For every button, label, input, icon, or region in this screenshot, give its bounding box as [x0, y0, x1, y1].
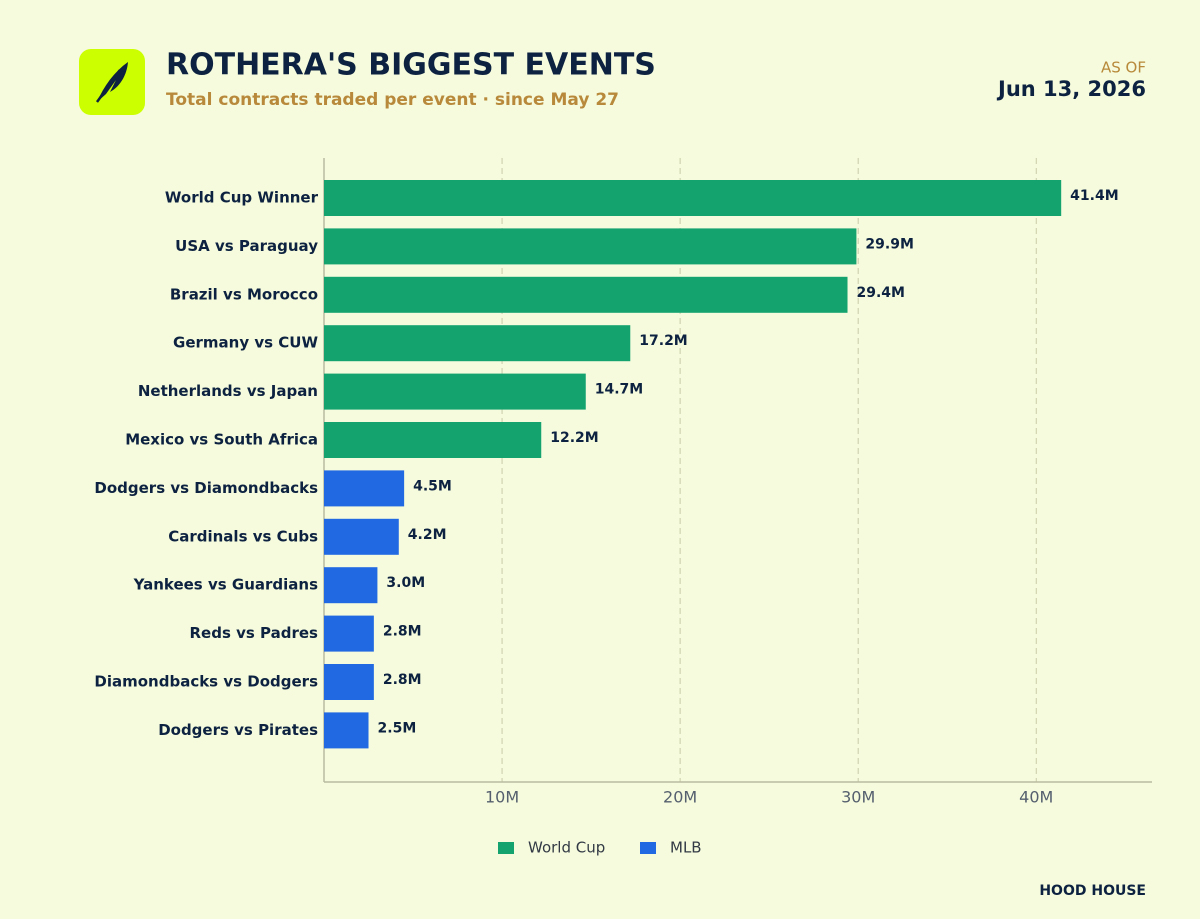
value-label: 12.2M	[550, 430, 598, 446]
legend-label: World Cup	[528, 839, 605, 857]
as-of-label: AS OF	[1101, 59, 1146, 77]
bar	[324, 567, 378, 604]
logo-quill	[95, 69, 122, 103]
value-label: 4.5M	[413, 478, 452, 494]
y-tick-label: Mexico vs South Africa	[125, 431, 318, 449]
x-tick-label: 20M	[663, 788, 697, 807]
x-tick-label: 10M	[485, 788, 519, 807]
bar	[324, 373, 586, 410]
value-label: 14.7M	[595, 382, 643, 398]
logo	[79, 49, 145, 115]
as-of-date: Jun 13, 2026	[996, 77, 1146, 101]
bar	[324, 664, 374, 700]
y-tick-label: Yankees vs Guardians	[133, 576, 318, 594]
bar	[324, 325, 631, 362]
legend-swatch	[498, 842, 514, 854]
value-label: 29.4M	[857, 285, 905, 301]
value-label: 17.2M	[639, 333, 687, 349]
chart-title: ROTHERA'S BIGGEST EVENTS	[166, 48, 656, 83]
value-label: 4.2M	[408, 527, 447, 543]
y-tick-label: USA vs Paraguay	[175, 237, 318, 255]
value-label: 41.4M	[1070, 188, 1118, 204]
y-tick-label: Brazil vs Morocco	[170, 285, 318, 303]
bar	[324, 422, 542, 458]
x-tick-label: 40M	[1019, 788, 1053, 807]
y-tick-label: Netherlands vs Japan	[138, 382, 318, 400]
bar	[324, 712, 369, 749]
y-tick-label: World Cup Winner	[165, 189, 319, 207]
value-label: 2.8M	[383, 624, 422, 640]
bar	[324, 180, 1062, 216]
bar	[324, 518, 399, 555]
value-label: 29.9M	[865, 236, 913, 252]
bar	[324, 470, 405, 507]
bar	[324, 615, 374, 652]
y-tick-label: Reds vs Padres	[190, 624, 319, 642]
value-label: 3.0M	[386, 575, 425, 591]
legend-label: MLB	[670, 839, 702, 857]
bar	[324, 276, 848, 313]
chart-subtitle: Total contracts traded per event · since…	[166, 90, 619, 110]
y-tick-label: Germany vs CUW	[173, 334, 318, 352]
value-label: 2.5M	[378, 720, 417, 736]
y-tick-label: Dodgers vs Diamondbacks	[94, 479, 318, 497]
x-tick-label: 30M	[841, 788, 875, 807]
y-tick-label: Cardinals vs Cubs	[168, 527, 318, 545]
y-tick-label: Diamondbacks vs Dodgers	[94, 673, 318, 691]
legend-swatch	[640, 842, 656, 854]
bar	[324, 228, 857, 265]
value-label: 2.8M	[383, 672, 422, 688]
y-tick-label: Dodgers vs Pirates	[158, 721, 318, 739]
brand: HOOD HOUSE	[1039, 883, 1146, 899]
